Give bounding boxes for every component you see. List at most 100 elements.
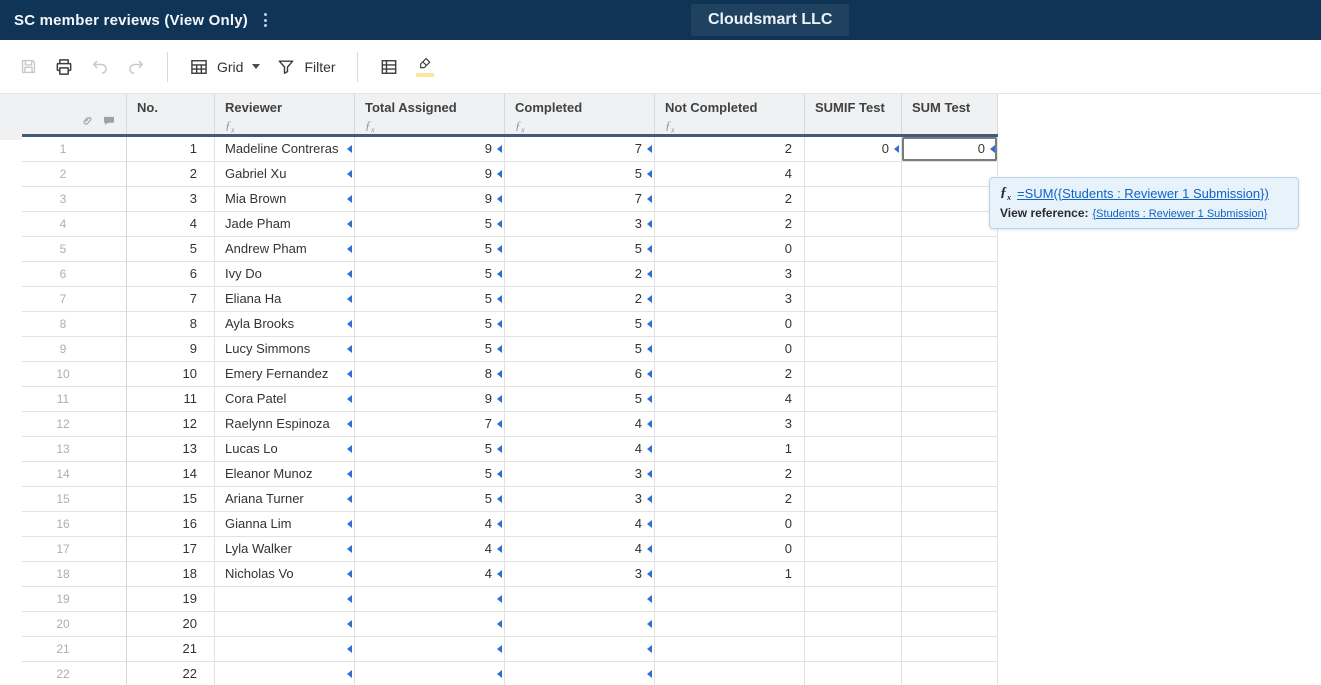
row-number[interactable]: 21	[22, 637, 127, 662]
cell-reviewer[interactable]: Gianna Lim	[215, 512, 355, 537]
cell-sum-test[interactable]	[902, 587, 998, 612]
cell-sumif-test[interactable]	[805, 437, 902, 462]
cell-total-assigned[interactable]: 4	[355, 512, 505, 537]
cell-no[interactable]: 6	[127, 262, 215, 287]
row-number[interactable]: 18	[22, 562, 127, 587]
cell-reviewer[interactable]: Ayla Brooks	[215, 312, 355, 337]
cell-sum-test[interactable]	[902, 487, 998, 512]
cell-no[interactable]: 18	[127, 562, 215, 587]
cell-sumif-test[interactable]	[805, 587, 902, 612]
cell-total-assigned[interactable]	[355, 612, 505, 637]
cell-reviewer[interactable]: Ariana Turner	[215, 487, 355, 512]
row-number[interactable]: 22	[22, 662, 127, 685]
cell-sum-test[interactable]	[902, 362, 998, 387]
cell-completed[interactable]: 7	[505, 137, 655, 162]
cell-no[interactable]: 9	[127, 337, 215, 362]
cell-reviewer[interactable]: Emery Fernandez	[215, 362, 355, 387]
cell-no[interactable]: 8	[127, 312, 215, 337]
cell-not-completed[interactable]	[655, 612, 805, 637]
comment-icon[interactable]	[102, 114, 116, 128]
cell-sum-test[interactable]	[902, 412, 998, 437]
cell-no[interactable]: 11	[127, 387, 215, 412]
column-header-not-completed[interactable]: Not Completed ƒx	[655, 94, 805, 135]
cell-not-completed[interactable]: 0	[655, 337, 805, 362]
cell-no[interactable]: 1	[127, 137, 215, 162]
cell-sum-test[interactable]	[902, 562, 998, 587]
cell-reviewer[interactable]	[215, 587, 355, 612]
cell-sum-test[interactable]	[902, 387, 998, 412]
cell-sumif-test[interactable]	[805, 362, 902, 387]
cell-reviewer[interactable]: Nicholas Vo	[215, 562, 355, 587]
cell-completed[interactable]	[505, 662, 655, 685]
cell-sum-test[interactable]	[902, 612, 998, 637]
undo-button[interactable]	[82, 49, 118, 85]
cell-total-assigned[interactable]	[355, 637, 505, 662]
cell-no[interactable]: 21	[127, 637, 215, 662]
cell-total-assigned[interactable]: 5	[355, 287, 505, 312]
cell-completed[interactable]	[505, 587, 655, 612]
cell-completed[interactable]: 2	[505, 262, 655, 287]
cell-no[interactable]: 20	[127, 612, 215, 637]
cell-sumif-test[interactable]	[805, 387, 902, 412]
row-number[interactable]: 3	[22, 187, 127, 212]
cell-not-completed[interactable]	[655, 587, 805, 612]
cell-total-assigned[interactable]: 9	[355, 187, 505, 212]
cell-sumif-test[interactable]	[805, 487, 902, 512]
cell-not-completed[interactable]: 2	[655, 137, 805, 162]
cell-no[interactable]: 17	[127, 537, 215, 562]
cell-no[interactable]: 4	[127, 212, 215, 237]
cell-sum-test[interactable]	[902, 312, 998, 337]
cell-no[interactable]: 2	[127, 162, 215, 187]
cell-reviewer[interactable]: Gabriel Xu	[215, 162, 355, 187]
cell-total-assigned[interactable]: 7	[355, 412, 505, 437]
cell-reviewer[interactable]	[215, 612, 355, 637]
cell-reviewer[interactable]: Lyla Walker	[215, 537, 355, 562]
cell-no[interactable]: 19	[127, 587, 215, 612]
cell-completed[interactable]: 3	[505, 462, 655, 487]
column-header-sum-test[interactable]: SUM Test	[902, 94, 998, 135]
cell-no[interactable]: 16	[127, 512, 215, 537]
row-number[interactable]: 13	[22, 437, 127, 462]
cell-sumif-test[interactable]	[805, 237, 902, 262]
attachment-icon[interactable]	[80, 114, 94, 128]
cell-completed[interactable]: 3	[505, 487, 655, 512]
cell-not-completed[interactable]	[655, 662, 805, 685]
cell-total-assigned[interactable]: 5	[355, 487, 505, 512]
row-number[interactable]: 9	[22, 337, 127, 362]
cell-not-completed[interactable]: 1	[655, 437, 805, 462]
cell-total-assigned[interactable]: 9	[355, 387, 505, 412]
cell-completed[interactable]: 7	[505, 187, 655, 212]
cell-completed[interactable]: 5	[505, 312, 655, 337]
cell-sumif-test[interactable]	[805, 337, 902, 362]
cell-sumif-test[interactable]	[805, 537, 902, 562]
cell-completed[interactable]: 4	[505, 512, 655, 537]
cell-reviewer[interactable]: Cora Patel	[215, 387, 355, 412]
cell-sum-test[interactable]	[902, 212, 998, 237]
cell-not-completed[interactable]: 2	[655, 462, 805, 487]
cell-sum-test[interactable]	[902, 237, 998, 262]
cell-not-completed[interactable]: 3	[655, 412, 805, 437]
row-number[interactable]: 11	[22, 387, 127, 412]
cell-reviewer[interactable]: Lucy Simmons	[215, 337, 355, 362]
print-button[interactable]	[46, 49, 82, 85]
sheet-menu-kebab-icon[interactable]	[260, 9, 271, 31]
cell-total-assigned[interactable]: 5	[355, 212, 505, 237]
cell-sumif-test[interactable]	[805, 162, 902, 187]
row-number[interactable]: 15	[22, 487, 127, 512]
reference-link[interactable]: {Students : Reviewer 1 Submission}	[1092, 207, 1268, 220]
row-number[interactable]: 14	[22, 462, 127, 487]
cell-not-completed[interactable]: 1	[655, 562, 805, 587]
cell-not-completed[interactable]: 0	[655, 512, 805, 537]
cell-not-completed[interactable]	[655, 637, 805, 662]
cell-reviewer[interactable]: Eliana Ha	[215, 287, 355, 312]
cell-completed[interactable]: 6	[505, 362, 655, 387]
cell-completed[interactable]: 4	[505, 537, 655, 562]
cell-total-assigned[interactable]: 8	[355, 362, 505, 387]
cell-sum-test[interactable]	[902, 662, 998, 685]
row-number[interactable]: 16	[22, 512, 127, 537]
cell-sumif-test[interactable]	[805, 187, 902, 212]
cell-completed[interactable]: 4	[505, 437, 655, 462]
cell-not-completed[interactable]: 0	[655, 237, 805, 262]
cell-completed[interactable]: 3	[505, 212, 655, 237]
cell-reviewer[interactable]: Eleanor Munoz	[215, 462, 355, 487]
